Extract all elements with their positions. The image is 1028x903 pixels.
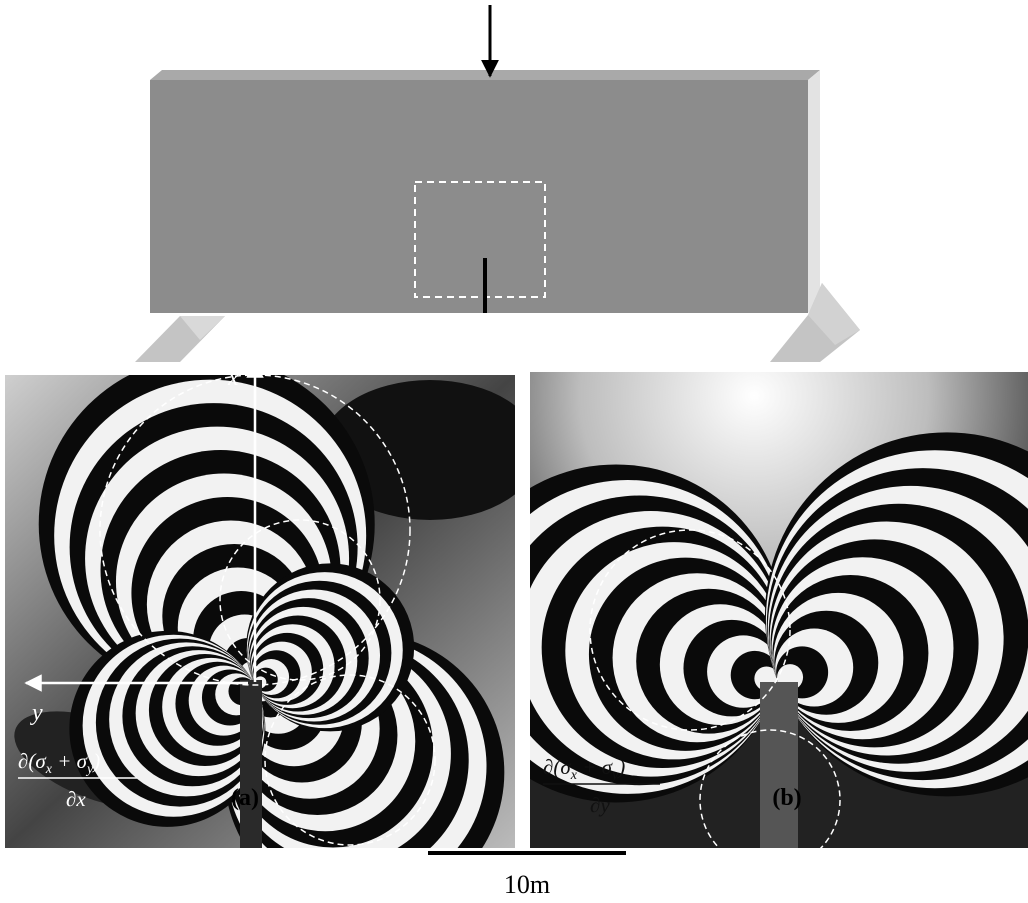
panel-label: (b): [772, 785, 801, 811]
formula-denominator: ∂x: [66, 787, 86, 811]
formula-part: ∂(σ: [543, 755, 572, 779]
formula-part: ∂(σ: [18, 749, 47, 773]
crack: [760, 682, 798, 852]
scale-bar-label: 10m: [504, 870, 550, 899]
formula-part: + σ: [52, 749, 89, 773]
formula-part: + σ: [577, 755, 614, 779]
formula-part: ): [92, 749, 100, 773]
fringe-panel-a: [2, 347, 540, 903]
axis-label: y: [30, 700, 43, 726]
crack: [240, 680, 262, 850]
fringe-panel-b: [447, 372, 1028, 870]
formula-denominator: ∂y: [590, 793, 610, 817]
panel-label: (a): [231, 785, 259, 811]
beam: [150, 5, 820, 313]
figure: x y ∂(σx + σy) ∂x ∂(σx + σy) ∂y (a) (b) …: [0, 0, 1028, 903]
formula-part: ): [617, 755, 625, 779]
axis-label: x: [227, 365, 239, 391]
